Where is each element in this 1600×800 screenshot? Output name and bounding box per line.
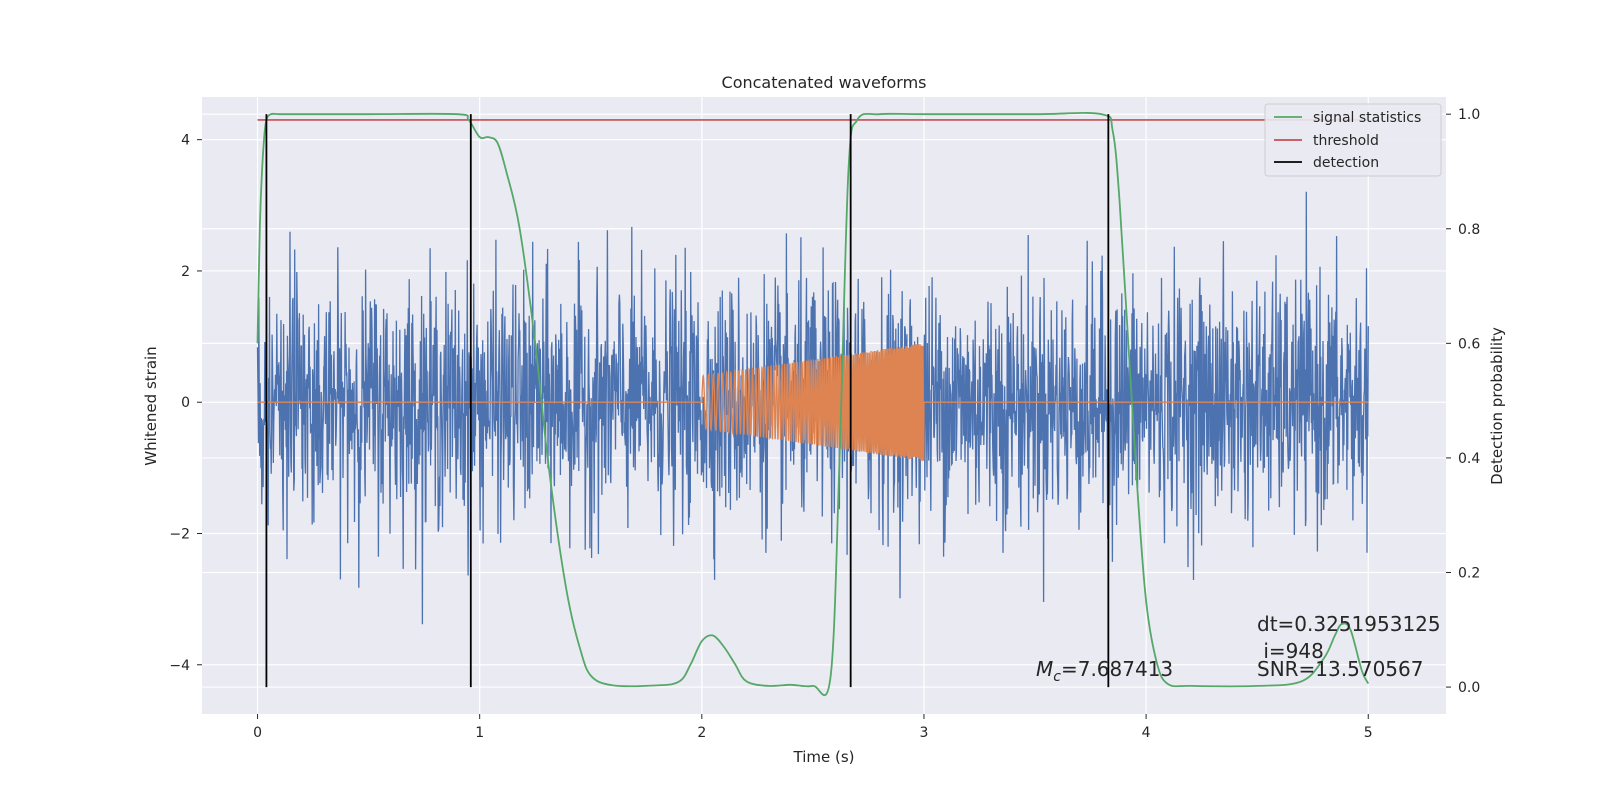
axes: 0 1 2 3 4 5 −4 −2 0 2 4 0.0 0.2 0.4 0.6 0.8 1.0 — [169, 107, 1480, 741]
x-tick-label: 4 — [1142, 725, 1151, 741]
annotation-dt: dt=0.3251953125 — [1257, 612, 1441, 636]
y2-axis-label: Detection probability — [1488, 327, 1506, 485]
y2-tick-label: 0.8 — [1458, 222, 1480, 238]
annotation-index: i=948 — [1257, 639, 1324, 663]
y2-tick-label: 0.0 — [1458, 680, 1480, 696]
y2-tick-label: 1.0 — [1458, 107, 1480, 123]
legend-label-signal-statistics: signal statistics — [1313, 110, 1421, 126]
annotation-snr: SNR=13.570567 — [1257, 657, 1423, 681]
y-tick-label: 0 — [181, 395, 190, 411]
x-tick-label: 1 — [475, 725, 484, 741]
y-tick-label: 2 — [181, 264, 190, 280]
legend-box — [1264, 103, 1442, 177]
plot-area — [256, 112, 1370, 696]
y2-tick-label: 0.4 — [1458, 451, 1480, 467]
x-tick-label: 2 — [697, 725, 706, 741]
legend-label-detection: detection — [1313, 155, 1379, 171]
y-tick-label: 4 — [181, 133, 190, 149]
x-axis-label: Time (s) — [793, 748, 855, 766]
annotation-chirp-mass: Mc=7.687413 — [1036, 657, 1173, 685]
annotation-mc-value: =7.687413 — [1061, 657, 1173, 681]
y2-tick-label: 0.2 — [1458, 565, 1480, 581]
series-signal-statistics — [256, 112, 1370, 696]
series-waveform — [257, 344, 1369, 462]
x-tick-label: 3 — [920, 725, 929, 741]
chart-title: Concatenated waveforms — [722, 73, 927, 92]
y-axis-label: Whitened strain — [142, 346, 160, 465]
y2-tick-label: 0.6 — [1458, 336, 1480, 352]
x-tick-label: 5 — [1364, 725, 1373, 741]
annotation-mc-symbol: M — [1036, 657, 1053, 681]
legend-label-threshold: threshold — [1313, 133, 1379, 149]
x-tick-label: 0 — [253, 725, 262, 741]
legend: signal statistics threshold detection — [1264, 103, 1442, 177]
y-tick-label: −2 — [169, 526, 190, 542]
y-tick-label: −4 — [169, 658, 190, 674]
annotation-mc-sub: c — [1053, 669, 1061, 685]
